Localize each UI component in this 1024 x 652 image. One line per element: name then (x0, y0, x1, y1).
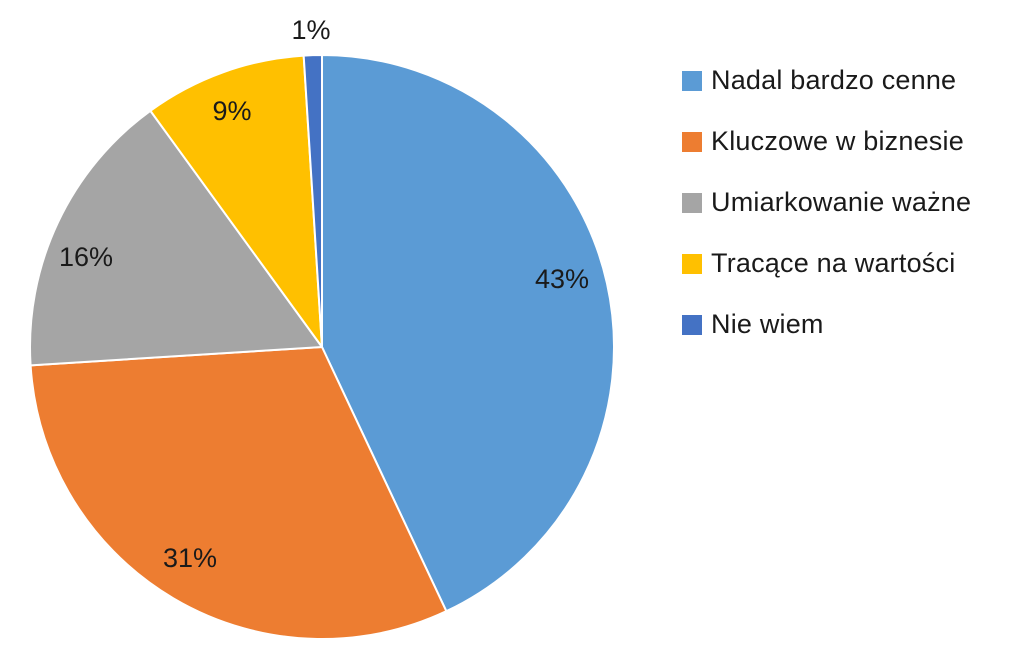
pie-slice (29, 109, 323, 367)
legend-item-nie-wiem: Nie wiem (682, 294, 971, 355)
legend-swatch (682, 70, 702, 91)
pie-data-label: 1% (291, 15, 330, 45)
legend-label: Kluczowe w biznesie (711, 126, 964, 156)
legend-swatch (682, 253, 702, 274)
legend-swatch (682, 131, 702, 152)
pie-slice (29, 346, 448, 640)
legend-label: Nie wiem (711, 309, 824, 339)
legend-label: Tracące na wartości (711, 248, 956, 278)
pie-data-labels: 43% 31% 16% 9% 1% (59, 15, 589, 573)
legend-item-umiarkowanie-wazne: Umiarkowanie ważne (682, 172, 971, 233)
legend-swatch (682, 192, 702, 213)
legend-label: Nadal bardzo cenne (711, 65, 957, 95)
pie-slices (29, 54, 615, 640)
pie-data-label: 43% (535, 264, 589, 294)
legend-swatch (682, 314, 702, 335)
legend-item-kluczowe-w-biznesie: Kluczowe w biznesie (682, 111, 971, 172)
pie-data-label: 31% (163, 543, 217, 573)
legend-item-nadal-bardzo-cenne: Nadal bardzo cenne (682, 50, 971, 111)
pie-data-label: 16% (59, 242, 113, 272)
chart-legend: Nadal bardzo cenne Kluczowe w biznesie U… (682, 50, 971, 355)
legend-label: Umiarkowanie ważne (711, 187, 972, 217)
pie-data-label: 9% (212, 96, 251, 126)
pie-slice (149, 54, 323, 348)
pie-slice (321, 54, 615, 613)
legend-item-tracace-na-wartosci: Tracące na wartości (682, 233, 971, 294)
pie-slice (302, 54, 323, 348)
